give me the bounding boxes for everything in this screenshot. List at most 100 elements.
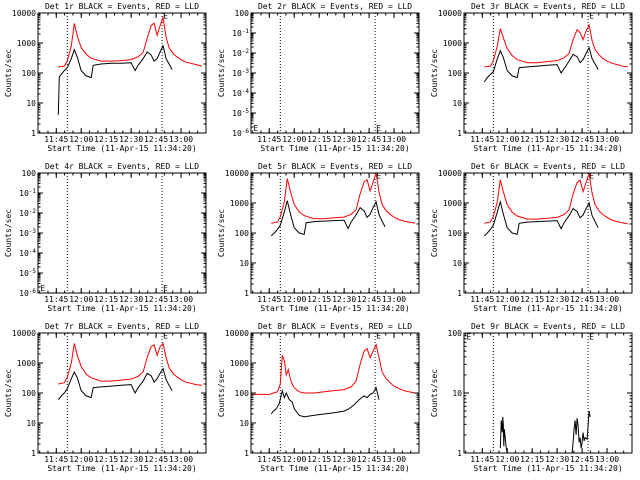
series-events-line xyxy=(57,44,173,115)
series-lld-line xyxy=(58,15,203,68)
plot-frame xyxy=(37,172,207,294)
panel-title: Det 9r BLACK = Events, RED = LLD xyxy=(471,322,625,331)
x-tick-label: 11:45 xyxy=(257,135,281,144)
x-axis-label: Start Time (11-Apr-15 11:34:20) xyxy=(47,304,196,313)
y-axis-label: Counts/sec xyxy=(430,49,439,97)
y-tick-label: 1000 xyxy=(17,39,36,48)
series-events-line xyxy=(270,386,380,418)
series-lld-line xyxy=(251,343,416,395)
x-tick-label: 12:15 xyxy=(94,135,118,144)
x-tick-label: 12:45 xyxy=(144,295,168,304)
series-lld-line xyxy=(484,23,629,68)
y-tick-label: 1000 xyxy=(443,39,462,48)
x-tick-label: 12:00 xyxy=(69,295,93,304)
x-tick-label: 12:15 xyxy=(307,295,331,304)
plot-frame xyxy=(463,12,633,134)
marker-e: E xyxy=(253,124,258,133)
x-tick-label: 12:30 xyxy=(545,455,569,464)
marker-e: E xyxy=(376,171,381,180)
y-tick-label: 10-3 xyxy=(19,228,36,238)
series-events-line xyxy=(270,200,386,237)
marker-e: E xyxy=(40,284,45,293)
panel-det-2: Det 2r BLACK = Events, RED = LLD 10-6 10-5… xyxy=(217,2,420,153)
x-tick-label: 13:00 xyxy=(169,135,193,144)
x-tick-label: 12:30 xyxy=(119,135,143,144)
y-tick-label: 1 xyxy=(457,129,462,138)
x-tick-label: 13:00 xyxy=(169,455,193,464)
y-tick-label: 1 xyxy=(457,449,462,458)
y-tick-label: 10 xyxy=(452,99,462,108)
series-lld-line xyxy=(58,342,203,386)
panel-title: Det 8r BLACK = Events, RED = LLD xyxy=(258,322,412,331)
x-tick-label: 12:30 xyxy=(332,455,356,464)
x-tick-label: 11:45 xyxy=(470,455,494,464)
x-tick-label: 11:45 xyxy=(257,455,281,464)
y-axis-label: Counts/sec xyxy=(217,49,226,97)
y-tick-label: 100 xyxy=(22,69,37,78)
x-tick-label: 12:45 xyxy=(357,455,381,464)
y-tick-label: 100 xyxy=(448,329,463,338)
marker-e: E xyxy=(376,124,381,133)
panel-title: Det 6r BLACK = Events, RED = LLD xyxy=(471,162,625,171)
x-tick-label: 13:00 xyxy=(382,135,406,144)
y-tick-label: 1 xyxy=(244,289,249,298)
x-tick-label: 11:45 xyxy=(257,295,281,304)
y-tick-label: 1 xyxy=(244,449,249,458)
y-tick-label: 10 xyxy=(239,259,249,268)
x-tick-label: 12:00 xyxy=(495,455,519,464)
x-tick-label: 12:00 xyxy=(282,455,306,464)
x-tick-label: 11:45 xyxy=(470,135,494,144)
x-tick-label: 12:45 xyxy=(144,135,168,144)
panel-det-5: Det 5r BLACK = Events, RED = LLD 1 10 100 10… xyxy=(217,162,420,313)
marker-e: E xyxy=(589,171,594,180)
y-tick-label: 1000 xyxy=(230,359,249,368)
plot-frame xyxy=(250,332,420,454)
plot-frame xyxy=(463,332,633,454)
y-tick-label: 10000 xyxy=(225,329,249,338)
series-events-line xyxy=(571,411,591,453)
panel-title: Det 7r BLACK = Events, RED = LLD xyxy=(45,322,199,331)
x-tick-label: 12:45 xyxy=(570,135,594,144)
x-tick-label: 12:45 xyxy=(357,295,381,304)
y-tick-label: 10-1 xyxy=(232,28,249,38)
x-tick-label: 12:30 xyxy=(545,295,569,304)
x-tick-label: 12:15 xyxy=(94,295,118,304)
x-tick-label: 12:30 xyxy=(119,295,143,304)
y-tick-label: 10-2 xyxy=(19,208,36,218)
y-axis-label: Counts/sec xyxy=(4,369,13,417)
panel-title: Det 2r BLACK = Events, RED = LLD xyxy=(258,2,412,11)
panel-title: Det 5r BLACK = Events, RED = LLD xyxy=(258,162,412,171)
y-tick-label: 10 xyxy=(26,99,36,108)
y-tick-label: 100 xyxy=(448,229,463,238)
x-tick-label: 11:45 xyxy=(470,295,494,304)
x-axis-label: Start Time (11-Apr-15 11:34:20) xyxy=(473,304,622,313)
x-tick-label: 12:15 xyxy=(307,455,331,464)
y-tick-label: 10000 xyxy=(225,169,249,178)
panel-det-6: Det 6r BLACK = Events, RED = LLD 1 10 100 10… xyxy=(430,162,633,313)
x-tick-label: 11:45 xyxy=(44,455,68,464)
y-tick-label: 10-6 xyxy=(19,288,36,298)
y-axis-label: Counts/sec xyxy=(217,369,226,417)
y-tick-label: 100 xyxy=(22,389,37,398)
x-tick-label: 13:00 xyxy=(595,455,619,464)
y-tick-label: 10000 xyxy=(438,9,462,18)
y-tick-label: 10 xyxy=(239,419,249,428)
x-tick-label: 12:15 xyxy=(94,455,118,464)
marker-e: E xyxy=(163,331,168,340)
y-tick-label: 10-6 xyxy=(232,128,249,138)
y-tick-label: 100 xyxy=(235,389,250,398)
y-tick-label: 10 xyxy=(26,419,36,428)
x-tick-label: 12:30 xyxy=(119,455,143,464)
marker-e: E xyxy=(589,11,594,20)
plot-frame xyxy=(250,172,420,294)
y-tick-label: 10-4 xyxy=(232,88,249,98)
x-tick-label: 11:45 xyxy=(44,135,68,144)
marker-e: E xyxy=(163,284,168,293)
x-axis-label: Start Time (11-Apr-15 11:34:20) xyxy=(47,464,196,473)
y-tick-label: 1000 xyxy=(443,199,462,208)
plot-frame xyxy=(250,12,420,134)
plot-frame xyxy=(463,172,633,294)
x-tick-label: 13:00 xyxy=(595,135,619,144)
x-tick-label: 12:30 xyxy=(332,295,356,304)
y-tick-label: 100 xyxy=(448,69,463,78)
